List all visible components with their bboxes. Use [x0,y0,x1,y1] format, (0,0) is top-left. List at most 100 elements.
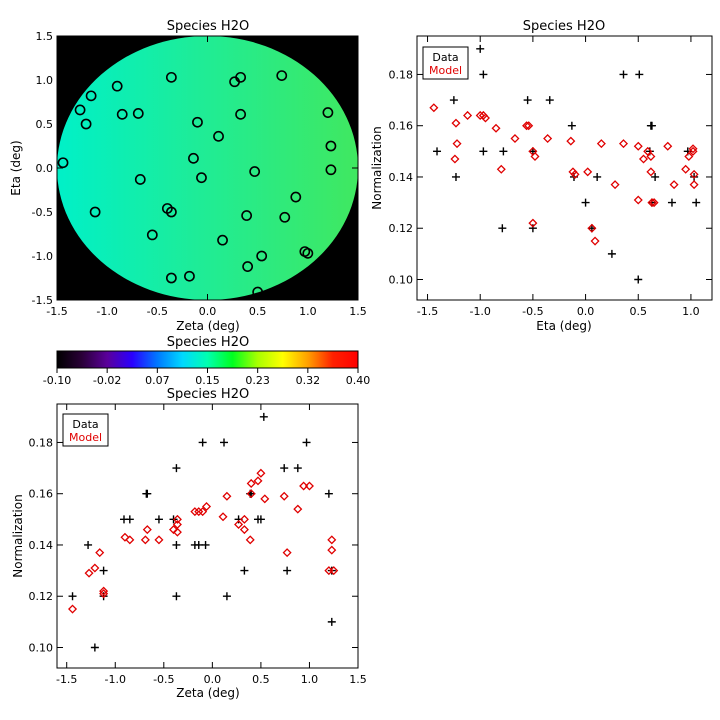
map-point [165,71,177,83]
map-xtick-label: -1.0 [96,305,117,318]
zeta-data-point [172,540,181,549]
eta-model-point [590,236,600,246]
eta-axes: -1.5 -1.0 -0.5 0.0 0.5 1.0 0.10 0.12 0.14 0.16 0.1… [389,36,712,318]
zeta-data-point [302,438,311,447]
eta-data-point [567,121,576,130]
eta-plot-title: Species H2O [523,19,605,34]
map-point [134,174,146,185]
map-ytick-label: -1.5 [32,294,53,307]
eta-data-point [667,198,676,207]
zeta-data-point [90,643,99,652]
eta-model-point [647,198,657,208]
map-point [276,70,288,81]
map-ytick-label: -0.5 [32,206,53,219]
map-ytick-label: 1.0 [36,74,54,87]
zeta-xtick-label: 0.5 [252,673,270,686]
zeta-xtick-label: 1.0 [301,673,319,686]
eta-model-point [596,139,606,149]
zeta-ytick-label: 0.10 [29,641,54,654]
eta-model-point [610,180,620,190]
zeta-ytick-label: 0.18 [29,436,54,449]
eta-model-point [463,110,473,120]
zeta-model-point [282,548,292,558]
eta-data-point [476,44,485,53]
colorbar-tick-label: 0.15 [195,374,220,387]
eta-data-point [545,96,554,105]
zeta-model-point [327,535,337,545]
zeta-data-point [99,566,108,575]
map-point [242,261,254,272]
zeta-legend-box [62,413,109,447]
eta-model-point [450,154,460,164]
zeta-model-point [198,507,208,517]
zeta-model-point [125,535,135,545]
map-point [325,140,337,152]
eta-data-point [479,70,488,79]
eta-data-point [593,172,602,181]
map-point [235,108,247,120]
zeta-data-point [280,464,289,473]
zeta-data-point [327,617,336,626]
zeta-xlabel: Zeta (deg) [176,686,239,700]
colorbar-tick-label: 0.40 [346,374,371,387]
colorbar-tick-label: -0.02 [93,374,121,387]
map-xtick-label: 1.5 [349,305,367,318]
eta-ytick-label: 0.10 [389,273,414,286]
colorbar-strip [56,350,359,369]
eta-data-point [449,96,458,105]
eta-data-point [619,70,628,79]
eta-model-point [646,151,656,161]
map-ylabel: Eta (deg) [9,140,23,195]
eta-data-point [479,147,488,156]
zeta-xtick-label: 1.5 [349,673,367,686]
map-point [165,272,177,284]
map-ytick-label: 0.0 [36,162,54,175]
zeta-data-point [201,540,210,549]
zeta-data-point [198,438,207,447]
eta-model-point [618,139,629,149]
eta-data-point [607,249,616,258]
map-ytick-label: 0.5 [36,118,54,131]
colorbar-title: Species H2O [167,335,249,350]
zeta-xtick-label: 0.0 [204,673,222,686]
zeta-axes: -1.5 -1.0 -0.5 0.0 0.5 1.0 1.5 0.10 0.12 0.14 0.16… [29,404,367,686]
zeta-data-point [125,515,134,524]
map-point [256,250,268,262]
zeta-model-point [234,519,244,529]
eta-model-point [522,121,532,131]
zeta-data-point [247,489,256,498]
eta-model-point [570,169,580,179]
map-xtick-label: -1.5 [46,305,67,318]
zeta-model-point [245,535,255,545]
zeta-data-point [68,592,77,601]
zeta-model-point [304,481,314,491]
zeta-model-point [260,494,270,504]
zeta-model-point [120,532,130,542]
zeta-ylabel: Normalization [11,494,25,577]
eta-model-point [451,118,461,128]
eta-model-point [452,139,462,149]
zeta-model-point [246,478,256,488]
eta-xtick-label: 1.0 [682,305,700,318]
map-point [57,157,69,169]
zeta-model-point [99,586,109,596]
map-point [74,104,86,116]
eta-model-point [543,134,553,144]
zeta-ytick-label: 0.14 [29,539,54,552]
map-point [132,108,144,119]
map-point [241,210,253,221]
map-point [279,211,291,223]
map-xtick-label: 1.0 [299,305,317,318]
eta-xtick-label: -1.0 [469,305,490,318]
eta-model-point [480,113,491,123]
zeta-model-point [90,563,100,573]
map-point [188,152,199,164]
eta-model-point [649,198,659,208]
colorbar-tick-label: 0.32 [296,374,321,387]
eta-data-point [647,121,656,130]
eta-model-point [491,123,501,133]
eta-model-point [583,167,593,177]
colorbar-tick-label: 0.07 [145,374,170,387]
eta-data-point [587,224,596,233]
